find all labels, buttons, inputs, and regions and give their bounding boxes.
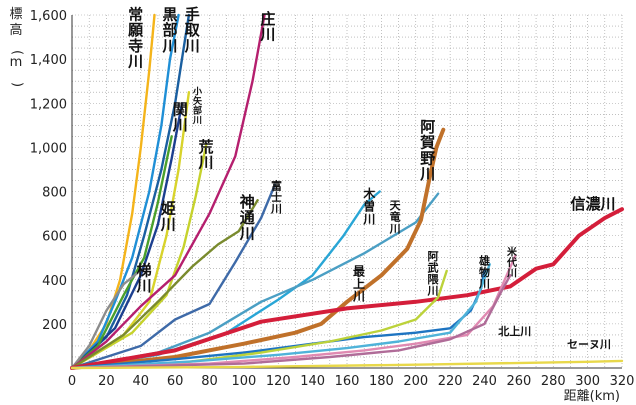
y-tick-label: 600 [42,230,67,245]
y-tick-label: 1,000 [30,141,67,156]
series-label: 天竜川 [389,199,402,235]
series-label: 荒川 [198,138,214,172]
series-label: 関川 [172,100,188,134]
series-line [70,263,491,370]
series-label: 阿賀野川 [419,118,435,183]
x-tick-label: 60 [167,374,184,389]
x-tick-label: 180 [369,374,394,389]
series-label: 手取川 [184,5,201,55]
y-tick-label: 800 [42,186,67,201]
x-tick-label: 100 [231,374,256,389]
series-label: 木曽川 [362,186,376,226]
y-tick-label: 1,600 [30,9,67,24]
series-lines [70,13,624,370]
x-tick-label: 260 [506,374,531,389]
x-tick-label: 140 [300,374,325,389]
x-tick-label: 200 [403,374,428,389]
series-label: セーヌ川 [567,338,611,351]
series-label: 信濃川 [570,195,615,213]
series-line [70,271,139,370]
x-tick-label: 120 [266,374,291,389]
series-label: 常願寺川 [127,5,144,70]
x-tick-label: 80 [201,374,218,389]
series-label: 富士川 [270,178,282,215]
series-line [70,254,517,370]
series-label: 最上川 [352,264,366,303]
y-tick-label: 200 [42,318,67,333]
x-tick-label: 0 [68,374,76,389]
y-axis-title: 標高(m) [9,7,24,87]
series-label: 阿武隈川 [426,249,439,298]
series-line [70,199,259,370]
series-line [70,13,191,370]
series-label: 北上川 [498,324,531,338]
series-label: 姫川 [160,200,176,234]
series-label: 雄物川 [478,253,490,290]
x-tick-label: 20 [98,374,115,389]
series-label: 梯川 [136,261,152,295]
x-axis-title: 距離(km) [564,389,620,404]
x-tick-labels: 0 20 40 60 80 100 120 140 160 180 200 220 240 260 280 3… [68,374,635,389]
series-line [70,359,624,370]
series-line [70,13,180,370]
x-tick-label: 280 [541,374,566,389]
x-tick-label: 220 [438,374,463,389]
series-label: 小矢部川 [192,85,203,125]
series-label: 神通川 [239,193,255,243]
x-tick-label: 320 [610,374,635,389]
series-label: 庄川 [259,10,275,44]
y-tick-labels: 200 400 600 800 1,000 1,200 1,400 1,600 [30,9,67,333]
series-line [70,192,440,370]
x-tick-label: 300 [575,374,600,389]
series-line [70,274,512,370]
x-tick-label: 40 [132,374,149,389]
series-label: 黒部川 [161,5,177,55]
y-tick-label: 1,200 [30,97,67,112]
series-line [70,183,276,370]
series-line [70,144,208,370]
series-line [70,102,184,370]
series-line [70,127,446,370]
series-line [70,207,624,370]
series-label: 米代川 [506,245,518,279]
y-tick-label: 1,400 [30,53,67,68]
series-line [70,13,266,370]
x-tick-label: 240 [472,374,497,389]
x-tick-label: 160 [335,374,360,389]
y-tick-label: 400 [42,274,67,289]
